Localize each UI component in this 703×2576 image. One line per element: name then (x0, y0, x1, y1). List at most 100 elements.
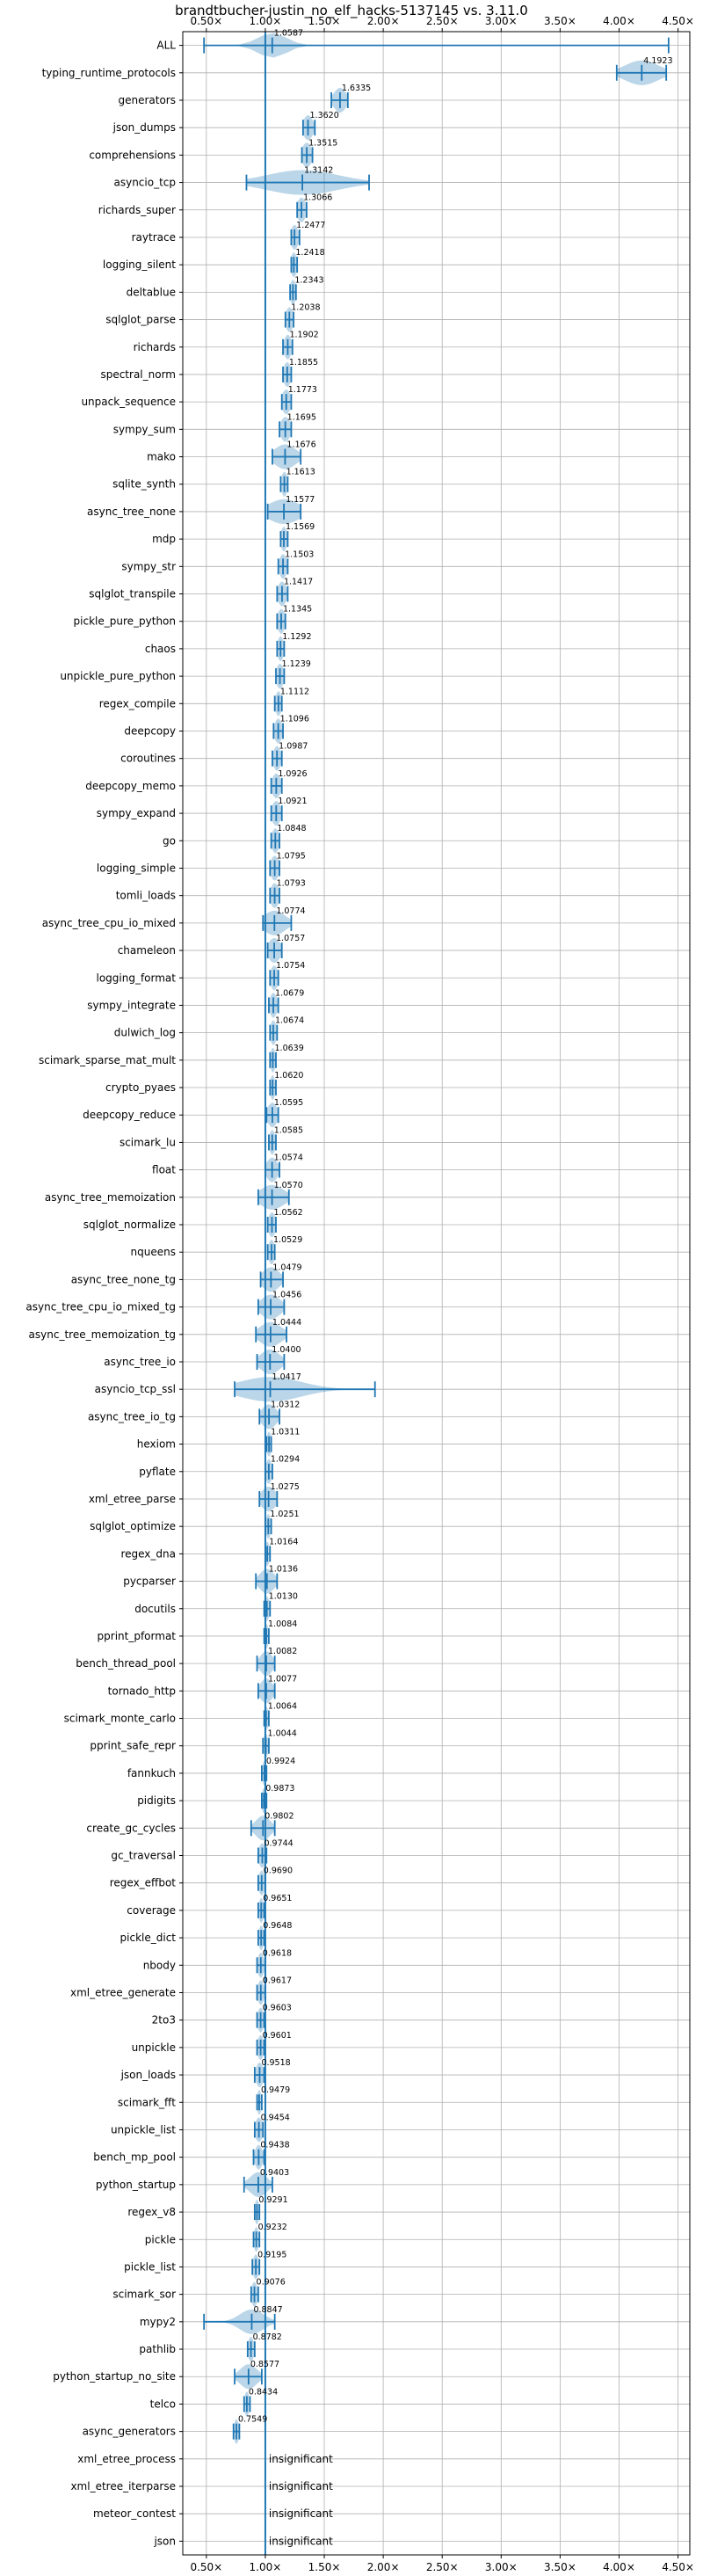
benchmark-label: scimark_lu (120, 1136, 176, 1148)
benchmark-label: pycparser (123, 1575, 176, 1588)
benchmark-label: python_startup_no_site (53, 2370, 176, 2383)
value-label: 0.9076 (257, 2278, 286, 2288)
value-label: 1.1096 (280, 714, 309, 724)
benchmark-label: scimark_sor (112, 2289, 176, 2301)
benchmark-label: 2to3 (152, 2014, 176, 2027)
value-label: 1.0754 (276, 961, 305, 971)
value-label: 1.0479 (272, 1263, 301, 1272)
value-label: 1.1569 (286, 522, 315, 532)
violin-marks: 1.0587 4.1923 1.6335 1.3620 1.3515 1.3142 1.30… (203, 29, 673, 2555)
benchmark-label: bench_thread_pool (76, 1657, 176, 1670)
plot-frame (182, 31, 691, 2556)
benchmark-label: sqlglot_parse (105, 314, 176, 326)
benchmark-label: async_tree_cpu_io_mixed_tg (25, 1301, 176, 1313)
value-label: 1.0417 (272, 1372, 301, 1382)
benchmark-label: async_tree_memoization_tg (29, 1328, 176, 1341)
benchmark-label: sympy_expand (97, 807, 176, 819)
benchmark-label: async_tree_io_tg (88, 1410, 176, 1423)
value-label: 1.0757 (276, 934, 305, 943)
benchmark-label: nbody (143, 1959, 176, 1971)
value-label: 0.9617 (263, 1976, 292, 1985)
x-tick-label-top: 3.50× (544, 15, 576, 27)
value-label: 1.0294 (271, 1455, 300, 1465)
benchmark-label: regex_compile (99, 697, 176, 709)
x-tick-label-top: 0.50× (190, 15, 222, 27)
insignificant-label: insignificant (269, 2453, 333, 2465)
x-tick-label-bottom: 2.00× (367, 2561, 400, 2573)
value-label: 1.0311 (271, 1428, 300, 1437)
benchmark-label: async_tree_io (104, 1356, 176, 1368)
x-tick-label-top: 1.50× (308, 15, 341, 27)
benchmark-label: docutils (134, 1603, 176, 1615)
benchmark-label: async_tree_none_tg (71, 1273, 176, 1285)
value-label: 1.0064 (268, 1701, 297, 1711)
value-label: 1.1239 (282, 659, 311, 669)
benchmark-label: ALL (156, 40, 176, 52)
benchmark-label: richards_super (98, 204, 176, 216)
benchmark-label: pyflate (139, 1466, 176, 1478)
value-label: 1.0130 (269, 1592, 298, 1602)
value-label: 1.0679 (275, 988, 304, 998)
benchmark-label: comprehensions (89, 149, 176, 161)
value-label: 0.9618 (263, 1948, 292, 1958)
benchmark-label: xml_etree_generate (70, 1986, 176, 1998)
value-label: 0.8782 (253, 2332, 282, 2342)
value-label: 0.9232 (258, 2223, 287, 2232)
benchmark-label: generators (118, 94, 176, 106)
value-label: 1.6335 (342, 84, 371, 93)
benchmark-label: chameleon (118, 944, 176, 957)
value-label: 0.9291 (258, 2195, 287, 2205)
value-label: 1.2343 (294, 275, 323, 285)
value-label: 1.0587 (274, 29, 303, 39)
benchmark-label: regex_v8 (127, 2206, 176, 2218)
benchmark-label: sympy_str (121, 560, 176, 572)
benchmark-label: unpickle (132, 2041, 176, 2054)
benchmark-label: asyncio_tcp (113, 177, 176, 189)
value-label: 0.8847 (253, 2305, 282, 2315)
value-label: 1.1855 (289, 358, 318, 367)
value-label: 0.9195 (257, 2250, 286, 2259)
benchmark-label: tomli_loads (116, 890, 176, 902)
value-label: 1.1613 (286, 468, 315, 477)
value-label: 1.3066 (303, 193, 332, 203)
value-label: 0.9438 (260, 2141, 289, 2150)
benchmark-label: meteor_contest (93, 2507, 176, 2520)
benchmark-label: json (153, 2535, 176, 2547)
value-label: 0.9518 (261, 2058, 290, 2068)
benchmark-label: deepcopy (124, 724, 176, 737)
value-label: 1.1695 (287, 412, 316, 422)
benchmark-label: fannkuch (127, 1767, 176, 1779)
x-tick-label-bottom: 3.50× (544, 2561, 576, 2573)
benchmark-label: unpickle_list (111, 2123, 176, 2136)
benchmark-label: tornado_http (108, 1685, 176, 1697)
benchmark-label: xml_etree_iterparse (70, 2480, 176, 2492)
x-tick-label-bottom: 1.50× (308, 2561, 341, 2573)
value-label: 1.0585 (274, 1125, 303, 1135)
value-label: 1.1577 (286, 495, 315, 505)
value-label: 1.2418 (295, 248, 324, 258)
insignificant-label: insignificant (269, 2535, 333, 2547)
value-label: 1.0774 (276, 906, 305, 916)
benchmark-label: hexiom (137, 1438, 176, 1451)
value-label: 1.3142 (304, 166, 333, 176)
benchmark-label: chaos (145, 643, 176, 655)
benchmark-label: xml_etree_process (77, 2453, 176, 2465)
x-tick-label-top: 2.50× (426, 15, 459, 27)
value-label: 1.0444 (272, 1318, 301, 1328)
x-tick-label-top: 2.00× (367, 15, 400, 27)
benchmark-label: deltablue (127, 286, 176, 298)
benchmark-label: create_gc_cycles (86, 1822, 176, 1834)
benchmark-label: mdp (152, 533, 176, 545)
value-label: 0.9924 (266, 1757, 295, 1766)
benchmark-label: regex_dna (120, 1547, 176, 1560)
value-label: 0.9479 (261, 2085, 290, 2095)
benchmark-label: crypto_pyaes (105, 1081, 176, 1094)
x-tick-label-top: 1.00× (250, 15, 282, 27)
x-tick-label-bottom: 4.00× (603, 2561, 635, 2573)
benchmark-label: async_tree_none (87, 506, 176, 518)
x-tick-label-top: 4.00× (603, 15, 635, 27)
benchmark-label: pprint_safe_repr (90, 1740, 176, 1752)
value-label: 1.0562 (273, 1208, 302, 1218)
benchmark-label: pickle_dict (120, 1932, 177, 1944)
value-label: 1.0529 (273, 1235, 302, 1245)
